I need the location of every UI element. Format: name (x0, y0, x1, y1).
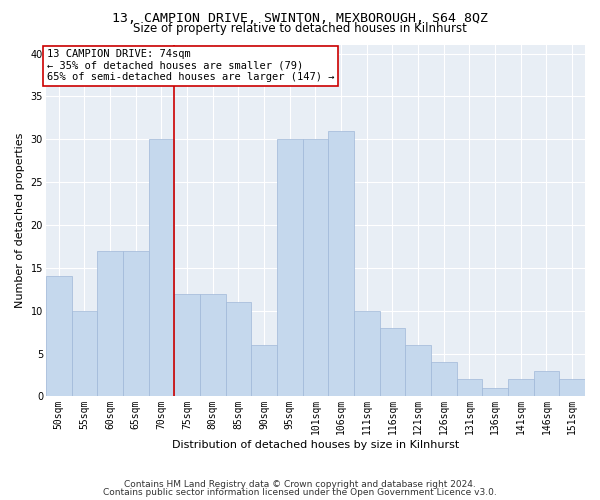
Bar (251, 345, 277, 397)
Bar (405, 345, 431, 397)
Bar (508, 380, 533, 396)
Text: Size of property relative to detached houses in Kilnhurst: Size of property relative to detached ho… (133, 22, 467, 35)
Bar (354, 310, 380, 396)
Bar (482, 388, 508, 396)
Bar (533, 370, 559, 396)
Bar (97, 250, 123, 396)
Bar (149, 140, 174, 396)
Bar (431, 362, 457, 396)
Bar (71, 310, 97, 396)
Bar (457, 380, 482, 396)
Text: 13, CAMPION DRIVE, SWINTON, MEXBOROUGH, S64 8QZ: 13, CAMPION DRIVE, SWINTON, MEXBOROUGH, … (112, 12, 488, 24)
X-axis label: Distribution of detached houses by size in Kilnhurst: Distribution of detached houses by size … (172, 440, 459, 450)
Bar (559, 380, 585, 396)
Y-axis label: Number of detached properties: Number of detached properties (15, 133, 25, 308)
Text: 13 CAMPION DRIVE: 74sqm
← 35% of detached houses are smaller (79)
65% of semi-de: 13 CAMPION DRIVE: 74sqm ← 35% of detache… (47, 50, 335, 82)
Bar (174, 294, 200, 397)
Bar (380, 328, 405, 396)
Bar (328, 130, 354, 396)
Text: Contains public sector information licensed under the Open Government Licence v3: Contains public sector information licen… (103, 488, 497, 497)
Bar (46, 276, 71, 396)
Bar (200, 294, 226, 397)
Bar (123, 250, 149, 396)
Bar (302, 140, 328, 396)
Bar (277, 140, 302, 396)
Bar (226, 302, 251, 396)
Text: Contains HM Land Registry data © Crown copyright and database right 2024.: Contains HM Land Registry data © Crown c… (124, 480, 476, 489)
